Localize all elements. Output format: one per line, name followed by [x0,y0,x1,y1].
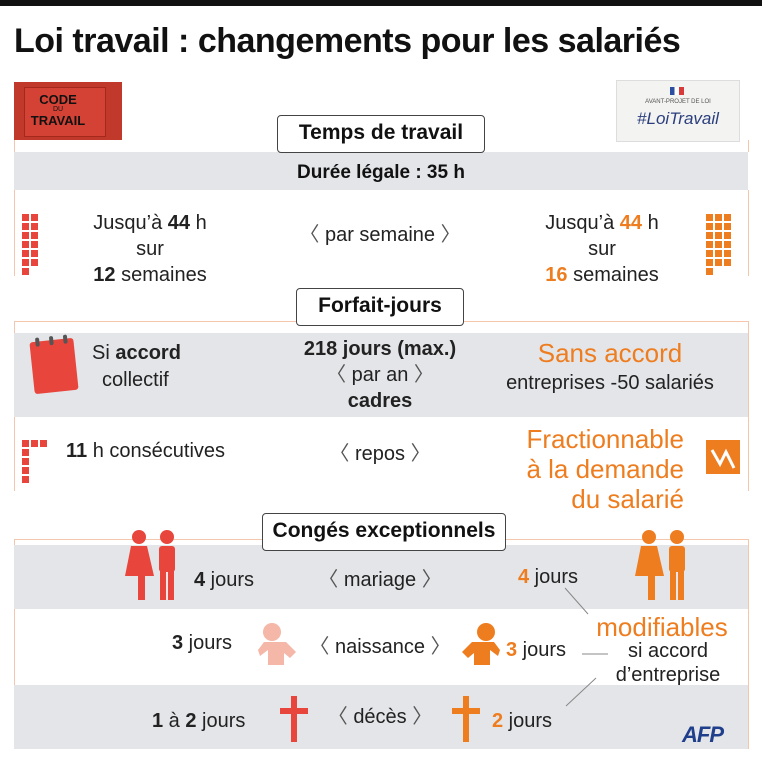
avant-projet-photo: AVANT-PROJET DE LOI #LoiTravail [616,80,740,142]
repos-label: 〈 repos 〉 [329,443,431,465]
fractionnable-label: Fractionnable [526,424,684,454]
band-forfait-jours [14,333,748,417]
grid-square [706,232,713,239]
grid-square [715,214,722,221]
page-title: Loi travail : changements pour les salar… [14,22,681,60]
grid-square [715,232,722,239]
cadres-label: cadres [347,390,413,412]
grid-square [22,268,29,275]
code-du-travail-photo: CODE DU TRAVAIL [14,82,122,140]
photo-code-label: CODE [39,92,77,107]
par-semaine-label: 〈 par semaine 〉 [299,224,461,246]
modifiables-label: modifiables [596,612,728,642]
split-icon [706,440,740,474]
grid-square [715,223,722,230]
grid-square [31,232,38,239]
grid-square [22,250,29,257]
band-duree-legale [14,152,748,190]
flag-icon [670,87,684,95]
deces-new-days: 2 jours [492,710,553,732]
naissance-new-days: 3 jours [506,639,567,661]
mariage-new-days: 4 jours [518,566,579,588]
grid-square [22,241,29,248]
baby-icon-current [258,623,296,665]
photo-hashtag-label: #LoiTravail [637,109,719,128]
grid-square [40,440,47,447]
grid-square [22,232,29,239]
grid-square [715,259,722,266]
top-bar [0,0,762,6]
grid-square [706,241,713,248]
grid-square [706,223,713,230]
grid-square [724,214,731,221]
grid-square [31,259,38,266]
band-deces [14,685,748,749]
consecutives-label: 11 h consécutives [66,440,226,462]
sans-accord-label: Sans accord [537,338,683,368]
cross-icon-new [452,696,480,742]
entreprise-note-label: d’entreprise [615,664,721,686]
duree-legale-label: Durée légale : 35 h [297,162,465,183]
par-an-label: 〈 par an 〉 [326,364,434,386]
grid-square [724,250,731,257]
photo-header-label: AVANT-PROJET DE LOI [645,99,711,105]
conges-heading: Congés exceptionnels [262,513,506,551]
grid-square [724,232,731,239]
right-hours-line: Jusqu’à 44 h [545,212,659,234]
photo-du-label: DU [52,106,64,113]
temps-de-travail-heading: Temps de travail [277,115,485,153]
grid-square [706,268,713,275]
forfait-jours-heading: Forfait-jours [296,288,464,326]
grid-square [22,214,29,221]
grid-square [706,259,713,266]
naissance-label: 〈 naissance 〉 [309,636,451,658]
baby-icon-new [462,623,500,665]
du-salarie-label: du salarié [571,484,684,514]
grid-square [724,241,731,248]
si-accord-label: Si accord [92,342,181,364]
mariage-current-days: 4 jours [194,569,255,591]
grid-square [31,223,38,230]
left-sur-label: sur [136,238,164,260]
grid-square [22,476,29,483]
entreprises-label: entreprises -50 salariés [506,372,714,394]
grid-square [31,214,38,221]
grid-square [715,250,722,257]
afp-logo: AFP [682,722,724,747]
left-weeks-line: 12 semaines [93,264,207,286]
grid-square [22,449,29,456]
grid-square [22,440,29,447]
note-connector [564,587,608,707]
right-sur-label: sur [588,238,616,260]
grid-square [31,440,38,447]
left-hours-line: Jusqu’à 44 h [93,212,207,234]
a-la-demande-label: à la demande [526,454,684,484]
photo-travail-label: TRAVAIL [30,113,86,128]
mariage-label: 〈 mariage 〉 [318,569,442,591]
grid-square [706,250,713,257]
cross-icon-current [280,696,308,742]
grid-square [706,214,713,221]
deces-label: 〈 décès 〉 [327,706,433,728]
grid-square [22,259,29,266]
couple-icon-new [635,530,685,600]
grid-square [724,223,731,230]
couple-icon-current [125,530,175,600]
jours-max-label: 218 jours (max.) [303,338,457,360]
grid-square [724,259,731,266]
naissance-current-days: 3 jours [172,632,233,654]
deces-current-days: 1 à 2 jours [152,710,246,732]
right-weeks-line: 16 semaines [545,264,659,286]
grid-square [31,241,38,248]
grid-square [22,458,29,465]
notepad-icon [29,334,79,395]
grid-square [22,223,29,230]
grid-square [22,467,29,474]
si-accord-note-label: si accord [627,640,709,662]
grid-square [715,241,722,248]
collectif-label: collectif [102,369,169,391]
grid-square [31,250,38,257]
